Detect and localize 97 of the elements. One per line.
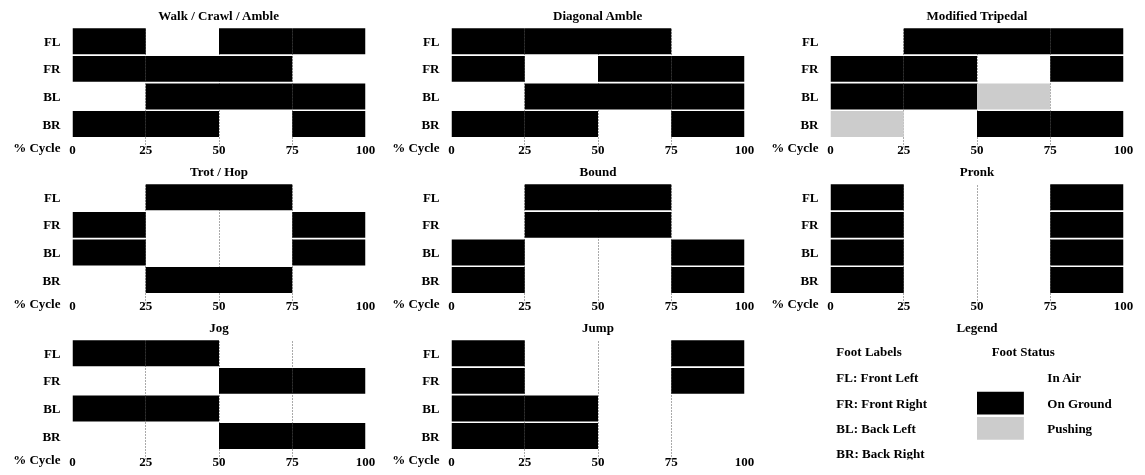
chart-title: Modified Tripedal <box>926 7 1028 23</box>
x-tick-label: 25 <box>518 297 532 313</box>
x-tick-label: 50 <box>970 141 984 157</box>
category-label: In Air <box>1047 370 1082 386</box>
x-tick-label: 100 <box>355 453 376 469</box>
x-tick-label: 0 <box>448 141 455 157</box>
y-tick-label: BL <box>43 400 61 416</box>
x-axis-title: % Cycle <box>771 140 819 155</box>
x-tick-label: 50 <box>591 297 605 313</box>
y-tick-label: FR <box>422 61 441 77</box>
x-tick-label: 50 <box>212 453 226 469</box>
x-tick-label: 0 <box>448 453 455 469</box>
y-tick-label: FR <box>43 217 62 233</box>
x-tick-label: 0 <box>827 297 834 313</box>
x-tick-label: 0 <box>448 297 455 313</box>
y-tick-label: BL <box>801 244 819 260</box>
x-tick-label: 75 <box>1043 297 1058 313</box>
category-label: Pushing <box>1047 420 1093 436</box>
x-tick-label: 75 <box>285 453 300 469</box>
chart-title: Jog <box>209 319 230 335</box>
y-tick-label: BR <box>800 116 820 132</box>
x-tick-label: 50 <box>591 453 605 469</box>
y-tick-label: BR <box>42 116 62 132</box>
x-tick-label: 25 <box>139 297 153 313</box>
y-tick-label: FL <box>801 33 819 49</box>
x-tick-label: 100 <box>734 141 755 157</box>
x-axis-title: % Cycle <box>392 140 440 155</box>
x-axis-title: % Cycle <box>13 452 61 467</box>
y-tick-label: BL <box>422 400 440 416</box>
y-tick-label: FL <box>422 189 440 205</box>
y-tick-label: BL <box>422 244 440 260</box>
y-tick-label: FL <box>422 33 440 49</box>
x-tick-label: 0 <box>827 141 834 157</box>
x-tick-label: 25 <box>897 141 911 157</box>
text: FL: Front Left <box>836 370 920 386</box>
x-tick-label: 75 <box>664 141 679 157</box>
x-tick-label: 50 <box>212 141 226 157</box>
y-tick-label: FR <box>422 217 441 233</box>
x-tick-label: 25 <box>897 297 911 313</box>
x-tick-label: 100 <box>1113 141 1134 157</box>
x-axis-title: % Cycle <box>13 296 61 311</box>
x-tick-label: 100 <box>734 297 755 313</box>
x-tick-label: 100 <box>355 297 376 313</box>
y-tick-label: FR <box>43 61 62 77</box>
text: Legend <box>956 319 999 335</box>
y-tick-label: FR <box>43 373 62 389</box>
y-tick-label: FL <box>422 345 440 361</box>
x-tick-label: 0 <box>69 297 76 313</box>
y-tick-label: FL <box>801 189 819 205</box>
y-tick-label: FL <box>43 33 61 49</box>
x-tick-label: 25 <box>139 453 153 469</box>
x-tick-label: 75 <box>664 297 679 313</box>
y-tick-label: BR <box>800 272 820 288</box>
y-tick-label: BL <box>422 88 440 104</box>
x-axis-title: % Cycle <box>13 140 61 155</box>
text: Foot Status <box>991 344 1055 359</box>
x-tick-label: 100 <box>734 453 755 469</box>
x-tick-label: 50 <box>591 141 605 157</box>
x-tick-label: 100 <box>355 141 376 157</box>
x-tick-label: 100 <box>1113 297 1134 313</box>
x-tick-label: 75 <box>664 453 679 469</box>
text: Foot Labels <box>836 344 902 359</box>
x-axis-title: % Cycle <box>392 296 440 311</box>
y-tick-label: BR <box>421 116 441 132</box>
x-axis-title: % Cycle <box>771 296 819 311</box>
text: FR: Front Right <box>836 395 928 411</box>
x-tick-label: 25 <box>518 141 532 157</box>
y-tick-label: BL <box>801 88 819 104</box>
y-tick-label: BR <box>421 428 441 444</box>
y-tick-label: BR <box>421 272 441 288</box>
y-tick-label: FL <box>43 345 61 361</box>
y-tick-label: FR <box>801 61 820 77</box>
x-tick-label: 0 <box>69 141 76 157</box>
y-tick-label: BL <box>43 244 61 260</box>
x-tick-label: 50 <box>212 297 226 313</box>
x-tick-label: 75 <box>285 141 300 157</box>
x-tick-label: 25 <box>139 141 153 157</box>
text: BL: Back Left <box>836 420 917 436</box>
chart-title: Pronk <box>959 163 995 179</box>
x-tick-label: 75 <box>1043 141 1058 157</box>
y-tick-label: FR <box>422 373 441 389</box>
chart-title: Jump <box>582 319 614 335</box>
chart-title: Walk / Crawl / Amble <box>158 7 280 23</box>
x-tick-label: 25 <box>518 453 532 469</box>
chart-title: Bound <box>579 163 618 179</box>
x-axis-title: % Cycle <box>392 452 440 467</box>
y-tick-label: FR <box>801 217 820 233</box>
chart-title: Trot / Hop <box>189 163 249 179</box>
x-tick-label: 50 <box>970 297 984 313</box>
y-tick-label: BR <box>42 272 62 288</box>
y-tick-label: FL <box>43 189 61 205</box>
category-label: On Ground <box>1047 395 1113 411</box>
y-tick-label: BR <box>42 428 62 444</box>
x-tick-label: 0 <box>69 453 76 469</box>
x-tick-label: 75 <box>285 297 300 313</box>
y-tick-label: BL <box>43 88 61 104</box>
chart-title: Diagonal Amble <box>553 7 643 23</box>
